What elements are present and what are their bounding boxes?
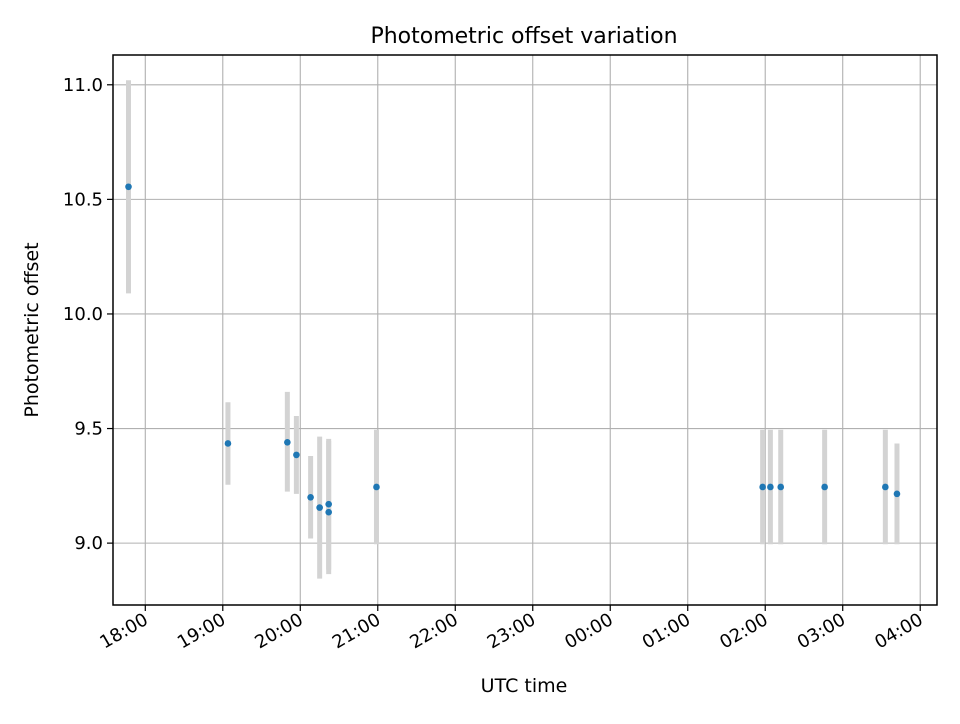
- data-point: [777, 483, 785, 491]
- data-point: [759, 483, 766, 491]
- plot-frame: [112, 54, 938, 606]
- y-tick-label: 10.0: [63, 304, 103, 325]
- data-point: [767, 483, 774, 491]
- data-point: [325, 508, 332, 516]
- data-point: [224, 440, 232, 447]
- data-point: [316, 504, 323, 511]
- marker-layer: [125, 183, 901, 516]
- data-point: [882, 483, 889, 491]
- data-point: [293, 451, 300, 459]
- y-tick-label: 11.0: [63, 75, 103, 96]
- data-point: [125, 183, 132, 191]
- y-tick-label: 9.0: [74, 533, 103, 554]
- data-point: [821, 483, 828, 491]
- chart-title: Photometric offset variation: [370, 24, 677, 49]
- y-axis-label: Photometric offset: [21, 242, 43, 417]
- data-point: [307, 493, 314, 501]
- y-tick-label: 10.5: [63, 189, 103, 210]
- x-axis-label: UTC time: [481, 675, 568, 697]
- data-point: [893, 490, 901, 498]
- data-point: [373, 483, 380, 491]
- data-point: [284, 438, 291, 446]
- data-point: [325, 500, 332, 508]
- y-tick-label: 9.5: [74, 419, 103, 440]
- grid-layer: [113, 55, 937, 605]
